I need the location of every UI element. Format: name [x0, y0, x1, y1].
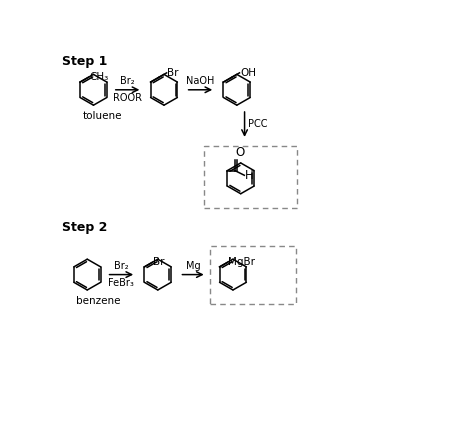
Text: O: O	[236, 146, 245, 159]
Text: Mg: Mg	[186, 261, 200, 271]
Bar	[211, 246, 296, 304]
Text: MgBr: MgBr	[228, 257, 255, 267]
Text: Step 1: Step 1	[63, 55, 108, 68]
Text: CH₃: CH₃	[90, 72, 109, 82]
Text: PCC: PCC	[248, 120, 268, 129]
Text: OH: OH	[240, 68, 256, 78]
Text: toluene: toluene	[83, 111, 122, 121]
Text: Br: Br	[167, 68, 179, 78]
Text: NaOH: NaOH	[186, 76, 215, 86]
Text: Br₂: Br₂	[120, 76, 135, 86]
Text: ROOR: ROOR	[113, 93, 142, 103]
Text: H: H	[245, 169, 254, 182]
Text: FeBr₃: FeBr₃	[108, 278, 134, 288]
Text: Step 2: Step 2	[63, 221, 108, 234]
Bar	[204, 146, 297, 208]
Text: Br₂: Br₂	[114, 261, 129, 271]
Text: benzene: benzene	[76, 296, 121, 306]
Text: Br: Br	[153, 257, 165, 267]
